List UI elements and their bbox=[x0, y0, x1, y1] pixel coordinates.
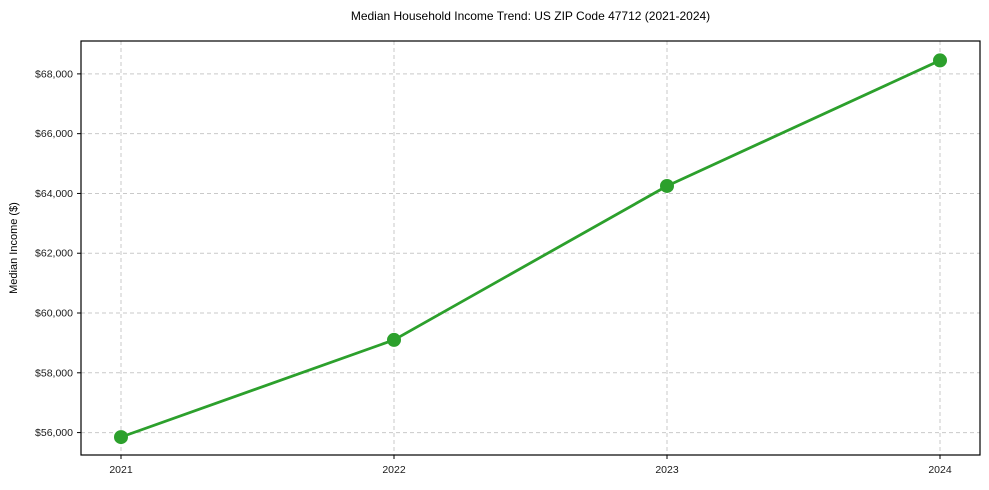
x-tick-label: 2022 bbox=[382, 464, 406, 476]
x-tick-label: 2023 bbox=[655, 464, 679, 476]
data-point-marker bbox=[933, 53, 947, 68]
x-tick-label: 2024 bbox=[928, 464, 952, 476]
chart-title: Median Household Income Trend: US ZIP Co… bbox=[350, 9, 711, 23]
y-tick-label: $68,000 bbox=[35, 68, 73, 80]
y-tick-label: $66,000 bbox=[35, 128, 73, 140]
data-point-marker bbox=[114, 430, 128, 445]
data-point-marker bbox=[660, 178, 674, 193]
y-tick-label: $56,000 bbox=[35, 427, 73, 439]
y-tick-label: $64,000 bbox=[35, 188, 73, 200]
x-tick-label: 2021 bbox=[109, 464, 133, 476]
y-tick-label: $62,000 bbox=[35, 248, 73, 260]
plot-frame bbox=[80, 40, 981, 456]
income-trend-line bbox=[119, 59, 942, 439]
y-tick-label: $58,000 bbox=[35, 367, 73, 379]
y-tick-label: $60,000 bbox=[35, 308, 73, 320]
data-point-marker bbox=[387, 332, 401, 347]
